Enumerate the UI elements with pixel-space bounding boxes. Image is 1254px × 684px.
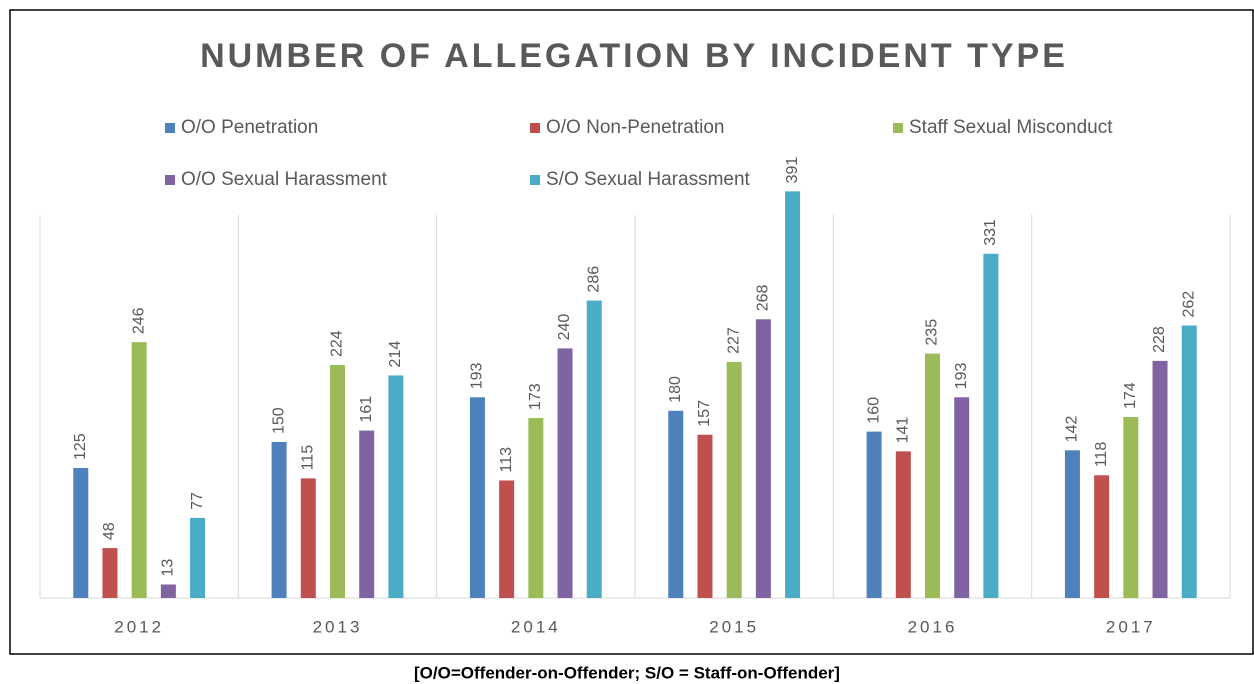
- data-label: 193: [469, 362, 486, 389]
- bar: [1064, 450, 1080, 598]
- bar: [131, 342, 147, 598]
- bar: [983, 253, 999, 598]
- legend-swatch: [530, 123, 540, 133]
- data-label: 161: [358, 396, 375, 423]
- bar: [755, 319, 771, 598]
- x-tick-label: 2017: [1106, 617, 1156, 636]
- data-label: 141: [895, 417, 912, 444]
- bar: [388, 375, 404, 598]
- data-label: 118: [1093, 442, 1110, 468]
- data-label: 391: [784, 157, 801, 184]
- data-label: 115: [300, 445, 317, 471]
- data-label: 331: [982, 219, 999, 246]
- data-label: 173: [527, 383, 544, 410]
- data-label: 150: [270, 407, 287, 434]
- bar: [895, 451, 911, 598]
- bar: [557, 348, 573, 598]
- data-label: 286: [585, 266, 602, 293]
- data-label: 227: [725, 327, 742, 354]
- legend-swatch: [165, 123, 175, 133]
- legend-swatch: [893, 123, 903, 133]
- bar: [300, 478, 316, 598]
- x-tick-label: 2015: [709, 617, 759, 636]
- bar: [726, 361, 742, 598]
- x-tick-label: 2013: [313, 617, 363, 636]
- data-label: 142: [1064, 416, 1081, 443]
- bar: [586, 300, 602, 598]
- bar: [359, 430, 375, 598]
- data-label: 77: [189, 492, 206, 510]
- bar: [469, 397, 485, 598]
- bar: [668, 410, 684, 598]
- data-label: 157: [696, 400, 713, 427]
- data-label: 174: [1122, 382, 1139, 409]
- bar: [925, 353, 940, 598]
- x-tick-label: 2012: [114, 617, 164, 636]
- bar: [1123, 417, 1139, 598]
- data-label: 235: [924, 319, 941, 346]
- bar: [1152, 360, 1168, 598]
- bar: [102, 548, 118, 598]
- data-label: 113: [498, 447, 515, 473]
- x-tick-label: 2016: [908, 617, 958, 636]
- bar: [330, 365, 345, 598]
- bar: [697, 434, 713, 598]
- bar: [499, 480, 515, 598]
- caption: [O/O=Offender-on-Offender; S/O = Staff-o…: [414, 663, 840, 682]
- data-label: 180: [667, 376, 684, 403]
- data-label: 268: [755, 284, 772, 311]
- legend-label: O/O Non-Penetration: [546, 117, 724, 138]
- legend-label: Staff Sexual Misconduct: [909, 117, 1113, 138]
- data-label: 160: [865, 397, 882, 424]
- data-label: 48: [101, 522, 118, 540]
- bar: [73, 468, 89, 598]
- data-label: 13: [160, 559, 177, 577]
- bar: [785, 191, 801, 599]
- data-label: 228: [1151, 326, 1168, 353]
- legend-label: O/O Sexual Harassment: [181, 169, 388, 190]
- legend-swatch: [165, 175, 175, 185]
- data-label: 214: [387, 341, 404, 368]
- bar: [866, 431, 882, 598]
- chart-title: NUMBER OF ALLEGATION BY INCIDENT TYPE: [200, 37, 1068, 75]
- legend-label: O/O Penetration: [181, 117, 318, 138]
- bar: [1094, 475, 1110, 598]
- bar: [160, 584, 176, 598]
- x-tick-label: 2014: [511, 617, 561, 636]
- legend-label: S/O Sexual Harassment: [546, 169, 751, 190]
- bar: [271, 442, 287, 598]
- legend-swatch: [530, 175, 540, 185]
- chart-border: [9, 9, 1254, 655]
- data-label: 193: [953, 362, 970, 389]
- data-label: 246: [130, 307, 147, 334]
- data-label: 224: [329, 330, 346, 357]
- bar: [190, 517, 206, 598]
- data-label: 262: [1180, 291, 1197, 318]
- bar: [528, 418, 544, 598]
- data-label: 240: [556, 314, 573, 341]
- data-label: 125: [72, 433, 89, 460]
- bar: [1181, 325, 1197, 598]
- bar: [954, 397, 970, 598]
